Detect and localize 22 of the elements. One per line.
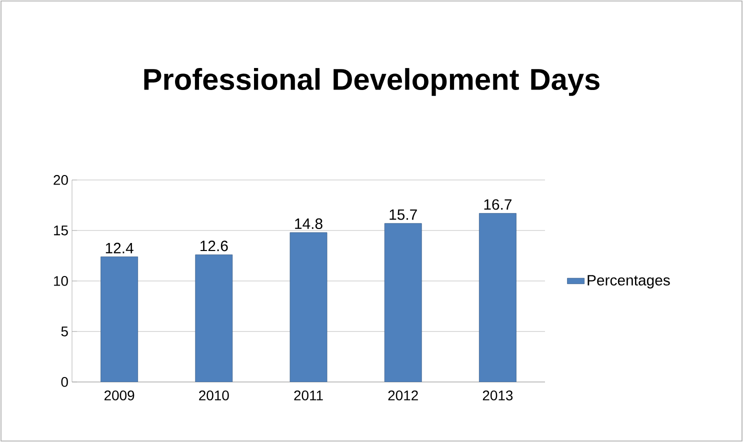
x-tick-label: 2012 — [388, 390, 418, 400]
bar — [384, 223, 422, 382]
bar — [100, 256, 138, 382]
chart-title: Professional Development Days — [144, 68, 600, 96]
x-tick-label: 2009 — [104, 390, 134, 400]
data-label: 12.6 — [200, 240, 228, 252]
data-label: 14.8 — [295, 218, 322, 229]
bar — [290, 232, 328, 382]
y-tick-label: 15 — [54, 226, 68, 236]
bar — [195, 254, 233, 382]
y-tick-label: 20 — [54, 175, 68, 185]
data-label: 16.7 — [484, 199, 512, 210]
y-tick-label: 5 — [61, 326, 68, 336]
x-tick-label: 2011 — [294, 390, 323, 400]
legend-label: Percentages — [588, 275, 670, 288]
y-tick-label: 0 — [61, 377, 68, 387]
bar — [479, 213, 516, 382]
x-tick-label: 2010 — [199, 390, 229, 400]
y-tick-label: 10 — [54, 276, 68, 286]
data-label: 15.7 — [390, 209, 417, 220]
x-tick-label: 2013 — [482, 390, 513, 400]
data-label: 12.4 — [106, 242, 134, 254]
